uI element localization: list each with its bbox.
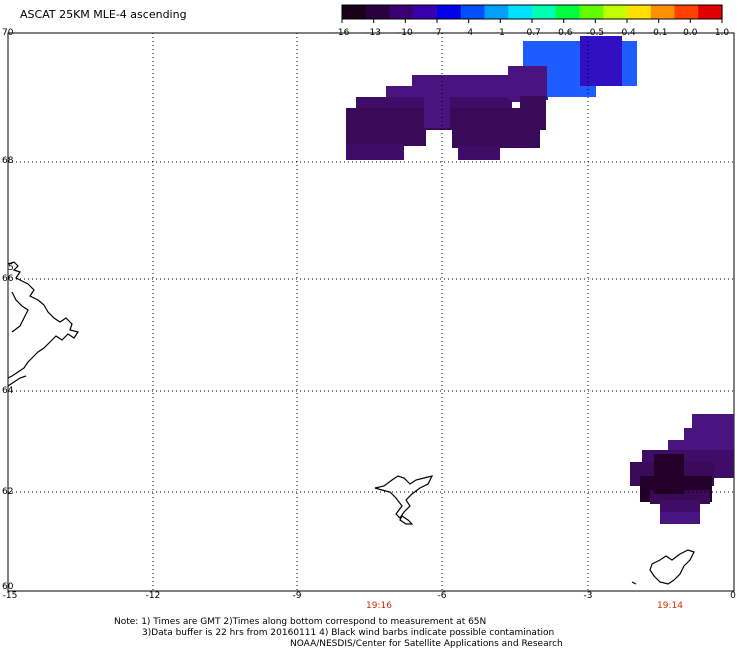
- colorbar-tick-label: 0.0: [683, 28, 698, 38]
- iceland-coastline: [7, 261, 79, 379]
- shetland-outlier: [631, 581, 637, 585]
- colorbar-segment: [555, 5, 581, 19]
- colorbar-tick-label: -7: [432, 28, 442, 38]
- colorbar-segment: [650, 5, 676, 19]
- colorbar-tick-label: -0.6: [554, 28, 573, 38]
- shetland-coastline: [649, 549, 695, 585]
- colorbar-segment: [365, 5, 391, 19]
- colorbar-tick-label: -0.1: [649, 28, 668, 38]
- colorbar-segment: [579, 5, 604, 19]
- colorbar-tick-label: -10: [397, 28, 413, 38]
- iceland-fjord: [11, 291, 29, 333]
- lat-label-62: 62: [2, 487, 14, 497]
- colorbar-tick-label: -4: [464, 28, 474, 38]
- lon-label-m9: -9: [292, 591, 302, 601]
- swath-cell: [654, 454, 684, 494]
- lat-label-66: 66: [2, 274, 14, 284]
- swath-cell: [523, 66, 547, 94]
- lon-label-m6: -6: [437, 591, 447, 601]
- note-line-2: 3)Data buffer is 22 hrs from 20160111 4)…: [142, 628, 555, 638]
- orbit-time-2: 19:14: [657, 601, 683, 611]
- colorbar-segment: [484, 5, 509, 19]
- lat-label-64: 64: [2, 386, 14, 396]
- swath-cell: [660, 500, 700, 514]
- coastlines: [7, 261, 695, 585]
- swath-cell: [458, 146, 500, 160]
- colorbar-segment: [674, 5, 699, 19]
- swath-cell: [452, 128, 540, 148]
- faroe-islands-coastline: [374, 475, 434, 519]
- swath-cell: [346, 144, 404, 160]
- map-title: ASCAT 25KM MLE-4 ascending: [20, 8, 187, 21]
- swath-cell: [520, 96, 546, 124]
- colorbar-segment: [603, 5, 628, 19]
- swath-cell: [346, 128, 426, 146]
- lat-label-68: 68: [2, 156, 14, 166]
- colorbar-segment: [532, 5, 557, 19]
- swath-cell: [580, 36, 622, 86]
- colorbar-tick-label: -1: [495, 28, 505, 38]
- lat-label-70: 70: [2, 28, 14, 38]
- lon-label-m15: -15: [2, 591, 18, 601]
- note-line-3: NOAA/NESDIS/Center for Satellite Applica…: [290, 639, 563, 649]
- colorbar-tick-label: -0.4: [618, 28, 636, 38]
- note-line-1: Note: 1) Times are GMT 2)Times along bot…: [114, 617, 487, 627]
- faroe-suduroy: [399, 515, 414, 525]
- graticule: [8, 33, 734, 591]
- iceland-south: [7, 375, 27, 387]
- colorbar-segment: [389, 5, 414, 19]
- colorbar-segment: [437, 5, 462, 19]
- swath-cell: [660, 512, 700, 524]
- lon-label-m12: -12: [145, 591, 161, 601]
- colorbar-segment: [627, 5, 652, 19]
- lon-label-0: 0: [730, 591, 736, 601]
- colorbar-tick-label: 1.0: [714, 28, 730, 38]
- lat-label-60: 60: [2, 582, 14, 592]
- colorbar: [341, 4, 723, 23]
- colorbar-tick-label: -0.5: [586, 28, 605, 38]
- lon-label-m3: -3: [583, 591, 593, 601]
- colorbar-segment: [508, 5, 533, 19]
- colorbar-segment: [460, 5, 486, 19]
- side-label: 5: [8, 263, 14, 273]
- colorbar-segment: [413, 5, 438, 19]
- swath-cell: [424, 80, 450, 128]
- orbit-time-1: 19:16: [366, 601, 392, 611]
- plot-frame: [7, 32, 735, 592]
- colorbar-tick-label: -13: [366, 28, 382, 38]
- colorbar-tick-label: -0.7: [523, 28, 541, 38]
- colorbar-tick-label: -16: [334, 28, 350, 38]
- data-swaths: [346, 36, 734, 524]
- colorbar-segment: [698, 5, 723, 19]
- colorbar-segment: [342, 5, 367, 19]
